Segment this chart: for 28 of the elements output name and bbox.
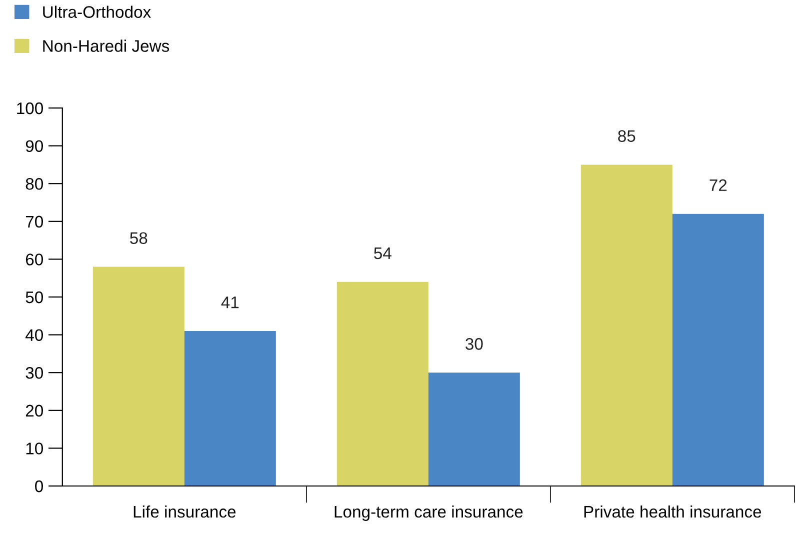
data-label: 85 (618, 130, 636, 142)
bar (336, 282, 428, 486)
data-label: 58 (130, 232, 148, 244)
legend-label: Ultra-Orthodox (43, 6, 151, 18)
data-label: 72 (710, 179, 727, 191)
y-tick-label: 30 (26, 367, 43, 379)
bar (580, 164, 672, 486)
legend-label: Non-Haredi Jews (43, 40, 170, 52)
bar (672, 214, 764, 486)
bar (92, 266, 184, 486)
y-tick-label: 40 (25, 329, 43, 342)
bar (184, 331, 276, 486)
y-tick-label: 60 (26, 254, 43, 266)
y-tick-label: 90 (26, 140, 43, 152)
y-tick-label: 0 (35, 480, 43, 492)
y-tick-label: 80 (26, 178, 43, 190)
y-tick-label: 10 (26, 442, 43, 454)
data-label: 54 (374, 248, 392, 260)
bar (428, 372, 520, 486)
x-tick-label: Life insurance (134, 505, 236, 518)
x-tick-label: Private health insurance (584, 505, 762, 518)
data-label: 30 (466, 338, 483, 350)
y-tick-label: 70 (26, 216, 43, 228)
y-tick-label: 50 (26, 291, 43, 304)
x-tick-label: Long-term care insurance (334, 505, 523, 521)
y-tick-label: 20 (26, 404, 43, 417)
y-tick-label: 100 (17, 102, 43, 114)
data-label: 41 (221, 296, 239, 308)
